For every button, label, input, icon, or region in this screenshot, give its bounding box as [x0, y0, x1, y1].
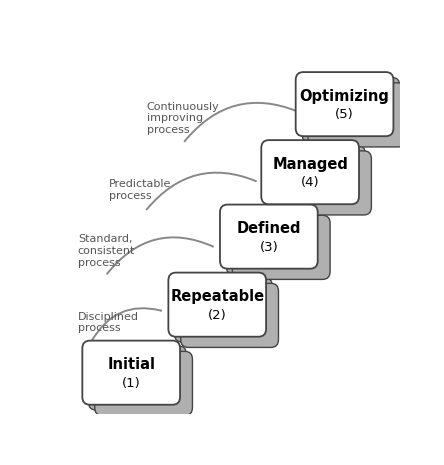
FancyBboxPatch shape [168, 272, 266, 337]
FancyArrowPatch shape [185, 103, 297, 141]
Text: (1): (1) [122, 377, 141, 390]
FancyBboxPatch shape [220, 205, 318, 269]
FancyBboxPatch shape [226, 210, 324, 274]
Text: (4): (4) [301, 176, 319, 189]
Text: (3): (3) [259, 241, 278, 254]
Text: Continuously
improving
process: Continuously improving process [147, 102, 219, 135]
FancyBboxPatch shape [296, 72, 393, 136]
FancyBboxPatch shape [82, 341, 180, 405]
FancyBboxPatch shape [302, 78, 400, 141]
FancyBboxPatch shape [181, 283, 278, 347]
FancyArrowPatch shape [147, 173, 256, 209]
Text: Predictable
process: Predictable process [109, 179, 171, 201]
FancyBboxPatch shape [267, 146, 365, 210]
FancyArrowPatch shape [91, 308, 161, 342]
Text: Disciplined
process: Disciplined process [78, 312, 139, 333]
FancyBboxPatch shape [174, 278, 272, 342]
Text: Initial: Initial [107, 357, 155, 372]
FancyArrowPatch shape [107, 237, 213, 274]
FancyBboxPatch shape [261, 140, 359, 204]
Text: Defined: Defined [237, 221, 301, 236]
Text: (5): (5) [335, 108, 354, 121]
FancyBboxPatch shape [274, 151, 371, 215]
FancyBboxPatch shape [95, 352, 192, 415]
Text: Optimizing: Optimizing [300, 89, 389, 104]
Text: Repeatable: Repeatable [170, 289, 264, 304]
FancyBboxPatch shape [88, 346, 186, 410]
Text: Managed: Managed [272, 157, 348, 172]
Text: Standard,
consistent
process: Standard, consistent process [78, 234, 135, 267]
FancyBboxPatch shape [308, 83, 406, 147]
FancyBboxPatch shape [232, 215, 330, 279]
Text: (2): (2) [208, 309, 226, 322]
